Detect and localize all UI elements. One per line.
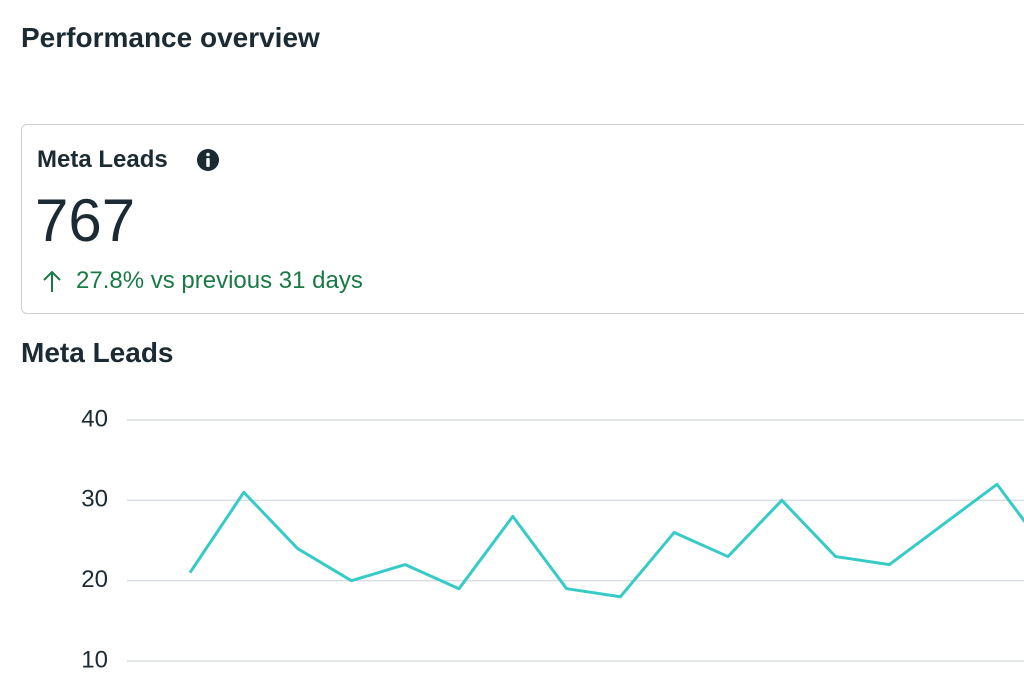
y-tick-label: 40 — [81, 405, 108, 432]
metric-card — [21, 124, 1024, 314]
y-tick-label: 20 — [81, 566, 108, 593]
page-title: Performance overview — [21, 22, 320, 53]
metric-change: 27.8% vs previous 31 days — [76, 267, 363, 294]
chart-title: Meta Leads — [21, 337, 174, 368]
metric-value: 767 — [35, 187, 136, 254]
up-arrow-icon — [43, 270, 61, 292]
metric-label: Meta Leads — [37, 146, 168, 173]
info-icon[interactable] — [196, 148, 220, 172]
y-tick-label: 10 — [81, 646, 108, 673]
data-line — [188, 482, 1024, 599]
y-tick-label: 30 — [81, 486, 108, 513]
